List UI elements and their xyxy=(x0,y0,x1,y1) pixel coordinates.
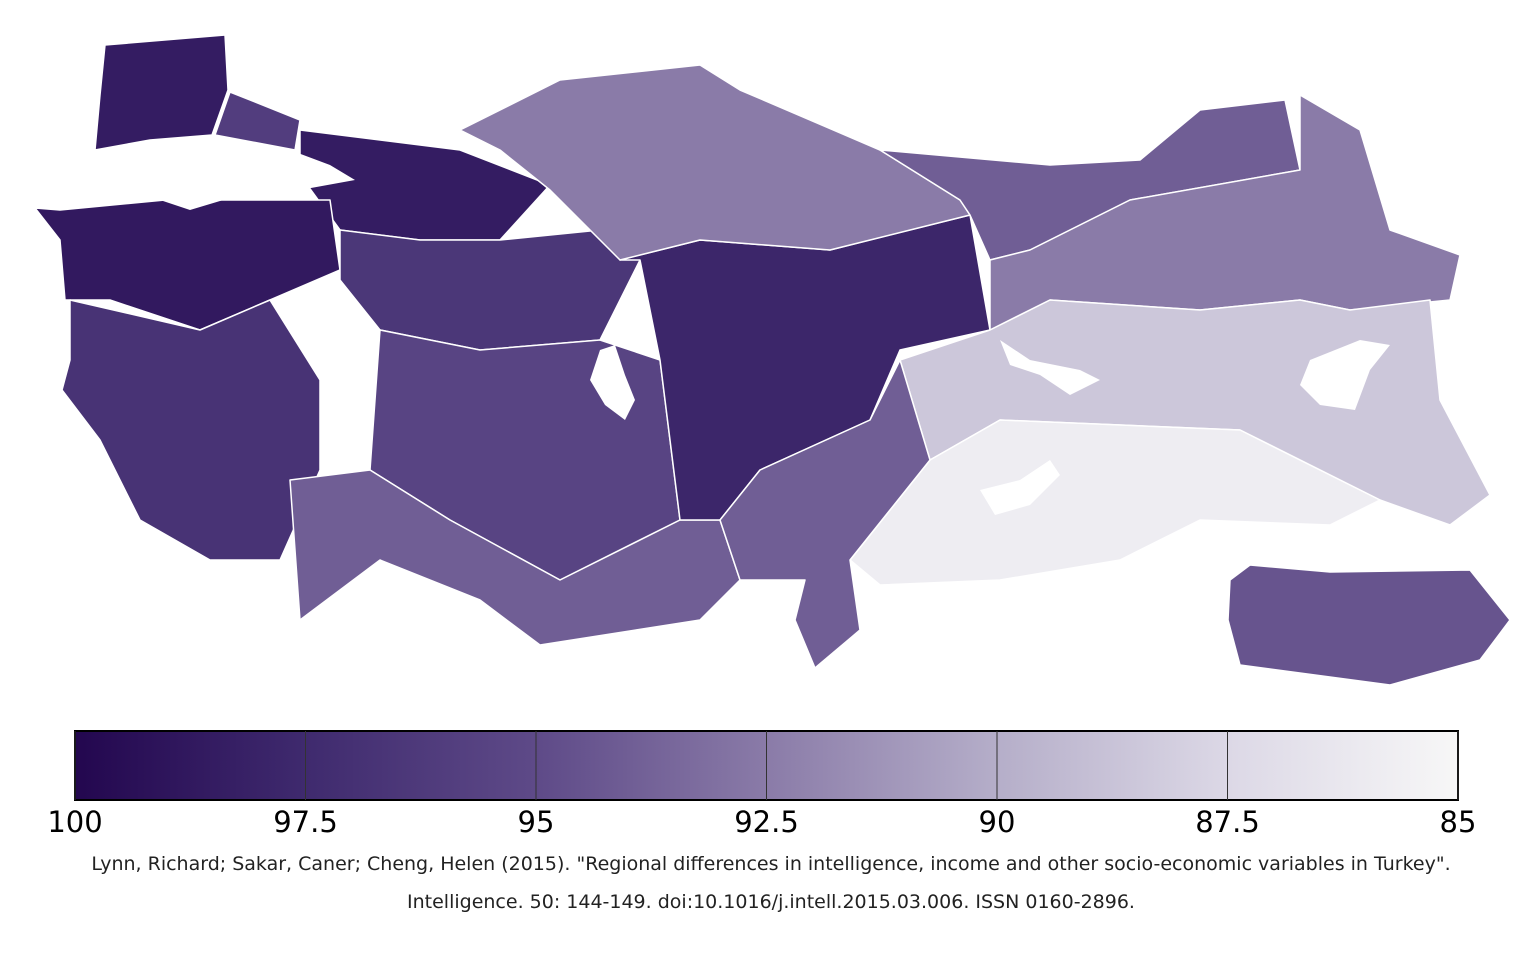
water xyxy=(150,140,1390,515)
sea-of-marmara xyxy=(150,140,355,210)
colorbar-tick-label: 92.5 xyxy=(734,805,799,839)
colorbar-tick-label: 90 xyxy=(979,805,1016,839)
reservoir xyxy=(1000,340,1100,395)
reservoir xyxy=(980,460,1060,515)
source-line: Lynn, Richard; Sakar, Caner; Cheng, Hele… xyxy=(91,853,1450,875)
region xyxy=(1227,564,1511,686)
region xyxy=(214,91,301,151)
colorbar-tick-label: 87.5 xyxy=(1195,805,1260,839)
regions xyxy=(34,34,1511,686)
region xyxy=(719,359,931,669)
region xyxy=(339,229,641,351)
colorbar-tick-label: 100 xyxy=(47,805,102,839)
region xyxy=(849,419,1381,586)
region xyxy=(61,299,321,561)
region xyxy=(94,34,229,151)
lake-van xyxy=(1300,340,1390,410)
colorbar-tick-label: 97.5 xyxy=(273,805,338,839)
source-line: Intelligence. 50: 144-149. doi:10.1016/j… xyxy=(407,891,1135,913)
colorbar-tick-label: 95 xyxy=(518,805,555,839)
region xyxy=(459,64,971,261)
colorbar-tick-label: 85 xyxy=(1440,805,1477,839)
lake-tuz xyxy=(590,345,635,420)
colorbar: 100 97.5 95 92.5 90 87.5 85 xyxy=(47,730,1477,839)
